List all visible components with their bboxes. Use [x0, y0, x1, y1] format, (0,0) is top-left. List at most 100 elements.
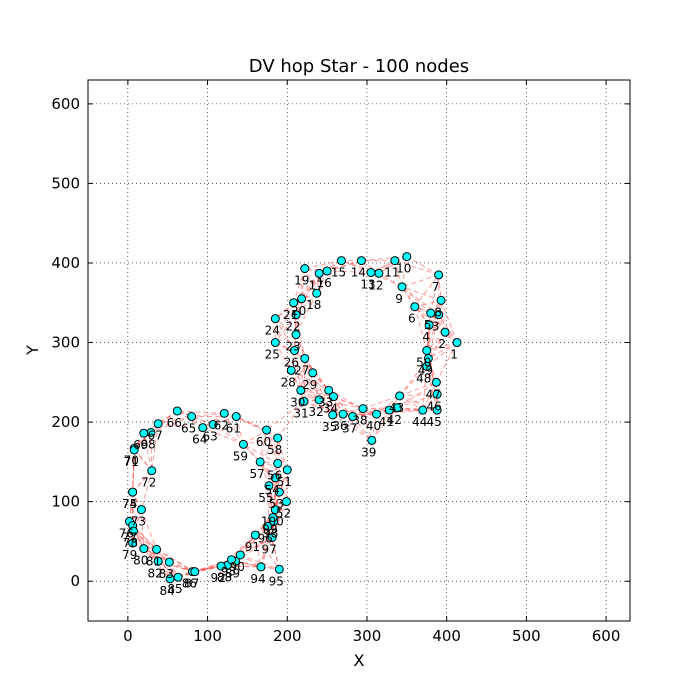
node-point — [426, 308, 436, 318]
edge-line — [235, 416, 244, 445]
y-tick-label: 400 — [51, 254, 80, 272]
node-label: 3 — [432, 320, 440, 334]
edge-line — [399, 366, 428, 397]
node-label: 99 — [262, 523, 277, 537]
edge-line — [426, 313, 432, 351]
node-label: 42 — [387, 413, 402, 427]
node-point — [153, 556, 163, 566]
edge-line — [316, 260, 342, 294]
edge-line — [362, 395, 400, 410]
node-label: 22 — [285, 320, 300, 334]
node-point — [372, 409, 382, 419]
node-point — [424, 320, 434, 330]
node-label: 29 — [302, 378, 317, 392]
node-point — [432, 405, 442, 415]
x-tick-label: 200 — [273, 627, 302, 645]
node-point — [452, 338, 462, 348]
edge-line — [266, 429, 279, 464]
node-label: 14 — [351, 266, 366, 280]
edge-line — [327, 270, 371, 274]
node-point — [208, 419, 218, 429]
edge-line — [259, 461, 280, 493]
y-axis-title: Y — [23, 345, 42, 356]
edge-line — [243, 429, 267, 445]
node-label: 41 — [379, 415, 394, 429]
node-point — [172, 406, 182, 416]
node-label: 15 — [331, 266, 346, 280]
edge-line — [140, 470, 153, 510]
node-point — [282, 465, 292, 475]
node-point — [129, 445, 139, 455]
edge-line — [277, 463, 287, 502]
node-label: 86 — [182, 577, 197, 591]
node-label: 17 — [309, 278, 324, 292]
node-point — [128, 487, 138, 497]
node-label: 87 — [184, 577, 199, 591]
edge-line — [422, 382, 437, 411]
y-tick-label: 500 — [51, 174, 80, 192]
edge-line — [259, 437, 279, 463]
edge-line — [128, 492, 134, 522]
node-label: 65 — [181, 422, 196, 436]
node-point — [300, 264, 310, 274]
edge-line — [422, 366, 428, 411]
edge-line — [290, 370, 320, 401]
edge-line — [140, 509, 145, 549]
edge-line — [133, 449, 153, 471]
node-label: 56 — [267, 468, 282, 482]
edge-line — [312, 372, 320, 400]
edge-line — [397, 393, 438, 409]
node-label: 62 — [214, 418, 229, 432]
edge-line — [132, 470, 153, 493]
edge-line — [285, 469, 288, 502]
node-point — [291, 330, 301, 340]
edge-line — [362, 408, 373, 441]
node-point — [250, 530, 260, 540]
edge-line — [293, 268, 306, 303]
node-point — [274, 487, 284, 497]
node-point — [358, 404, 368, 414]
edge-line — [427, 331, 446, 359]
node-point — [226, 555, 236, 565]
node-label: 57 — [250, 467, 265, 481]
edge-line — [414, 299, 442, 308]
x-tick-label: 0 — [123, 627, 133, 645]
edge-line — [301, 273, 320, 300]
edge-line — [352, 416, 373, 441]
edge-line — [426, 314, 440, 351]
edge-line — [260, 526, 269, 567]
y-tick-label: 200 — [51, 413, 80, 431]
node-point — [164, 557, 174, 567]
node-label: 21 — [283, 308, 298, 322]
node-label: 64 — [192, 433, 207, 447]
node-point — [264, 481, 274, 491]
node-point — [418, 405, 428, 415]
edge-line — [271, 509, 276, 538]
y-tick-label: 100 — [51, 493, 80, 511]
edge-line — [254, 534, 262, 567]
edge-line — [303, 400, 333, 416]
node-label: 33 — [318, 395, 333, 409]
node-point — [262, 425, 272, 435]
node-label: 34 — [323, 402, 338, 416]
node-label: 20 — [291, 304, 306, 318]
node-point — [286, 365, 296, 375]
node-point — [297, 294, 307, 304]
edge-line — [294, 350, 314, 374]
node-label: 40 — [366, 419, 381, 433]
node-label: 100 — [261, 515, 284, 529]
node-point — [314, 395, 324, 405]
node-label: 38 — [352, 414, 367, 428]
node-point — [231, 412, 241, 422]
node-label: 39 — [361, 445, 376, 459]
node-label: 71 — [124, 455, 139, 469]
node-label: 5 — [424, 318, 432, 332]
edge-line — [376, 395, 400, 415]
node-label: 67 — [148, 429, 163, 443]
node-point — [324, 385, 334, 395]
edge-line — [300, 389, 334, 398]
edge-line — [401, 274, 439, 288]
edge-line — [399, 395, 438, 411]
node-label: 13 — [360, 278, 375, 292]
node-label: 95 — [269, 574, 284, 588]
